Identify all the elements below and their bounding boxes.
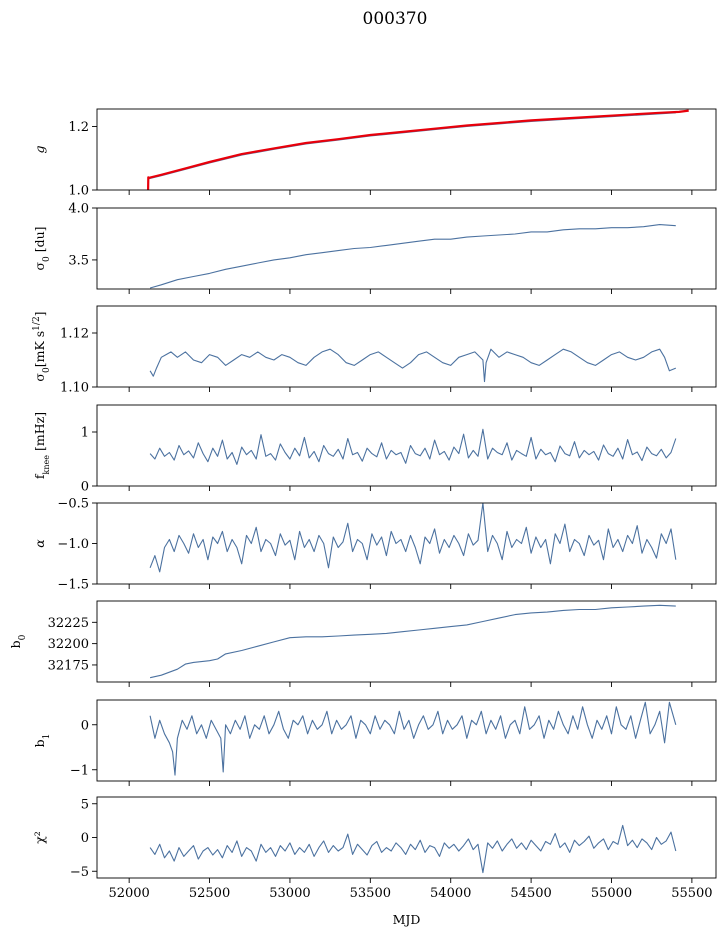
b0-ylabel: b0 bbox=[8, 634, 28, 648]
b0-series-blue-line bbox=[149, 604, 676, 679]
panel-sigma0-mk: 1.10 1.12 σ0[mK s1/2] bbox=[32, 305, 717, 396]
b1-ylabel: b1 bbox=[32, 734, 52, 748]
alpha-ytick-label: −1.5 bbox=[57, 578, 89, 593]
panel-b0: 32175 32200 32225 b0 bbox=[8, 600, 717, 687]
gain-ytick-label: 1.2 bbox=[68, 120, 89, 135]
sigma0-du-ylabel: σ0 [du] bbox=[32, 226, 52, 270]
panel-chi2: −5 0 5 52000 52500 53000 53500 54000 54500 55000 5… bbox=[32, 796, 717, 927]
b0-axes-frame bbox=[96, 600, 717, 683]
sigma0-mk-ytick-label: 1.10 bbox=[60, 381, 89, 396]
chi2-xtick-label: 54500 bbox=[510, 886, 551, 901]
alpha-axes-frame bbox=[96, 502, 717, 585]
chi2-xtick-label: 53500 bbox=[350, 886, 391, 901]
b0-ytick-label: 32175 bbox=[48, 658, 89, 673]
sigma0-mk-axes-frame bbox=[96, 305, 717, 388]
chi2-ylabel: χ² bbox=[32, 831, 47, 844]
gain-series-red-line bbox=[147, 109, 689, 190]
chi2-xtick-label: 52000 bbox=[108, 886, 149, 901]
sigma0-mk-ylabel: σ0[mK s1/2] bbox=[32, 311, 52, 381]
sigma0-mk-ytick-label: 1.12 bbox=[60, 327, 89, 342]
gain-axes-frame bbox=[96, 108, 717, 191]
gain-ylabel: g bbox=[32, 145, 47, 153]
panel-fknee: 0 1 fknee [mHz] bbox=[32, 404, 717, 495]
alpha-ytick-label: −0.5 bbox=[57, 497, 89, 512]
b1-ytick-label: 0 bbox=[81, 718, 89, 733]
chi2-xtick-label: 52500 bbox=[189, 886, 230, 901]
fknee-axes-frame bbox=[96, 404, 717, 487]
b0-ytick-label: 32200 bbox=[48, 637, 89, 652]
gain-ytick-label: 1.0 bbox=[68, 184, 89, 199]
fknee-ytick-label: 1 bbox=[81, 426, 89, 441]
panel-gain: 1.0 1.2 g bbox=[32, 108, 717, 199]
chi2-ytick-label: 5 bbox=[81, 797, 89, 812]
chi2-axes-frame bbox=[96, 796, 717, 879]
alpha-series-blue-line bbox=[149, 503, 677, 573]
panels: 1.0 1.2 g 3.5 4.0 σ0 [du] 1.10 1.12 σ0[mK s1/2] 0… bbox=[8, 108, 717, 927]
b1-axes-frame bbox=[96, 699, 717, 782]
chi2-xtick-label: 53000 bbox=[269, 886, 310, 901]
sigma0-du-ytick-label: 4.0 bbox=[68, 202, 89, 217]
panel-b1: −1 0 b1 bbox=[32, 699, 717, 786]
alpha-ylabel: α bbox=[32, 539, 47, 548]
b0-ytick-label: 32225 bbox=[48, 616, 89, 631]
figure-title: 000370 bbox=[363, 9, 428, 29]
sigma0-du-axes-frame bbox=[96, 207, 717, 290]
gain-series-blue-line bbox=[148, 112, 676, 180]
chi2-xtick-label: 55000 bbox=[591, 886, 632, 901]
b1-ytick-label: −1 bbox=[70, 763, 89, 778]
alpha-ytick-label: −1.0 bbox=[57, 537, 89, 552]
chi2-ytick-label: 0 bbox=[81, 831, 89, 846]
x-axis-label: MJD bbox=[393, 912, 421, 927]
fknee-ytick-label: 0 bbox=[81, 480, 89, 495]
fknee-series-blue-line bbox=[149, 428, 677, 465]
chi2-series-blue-line bbox=[149, 824, 677, 874]
sigma0-du-ytick-label: 3.5 bbox=[68, 253, 89, 268]
chi2-xtick-label: 54000 bbox=[430, 886, 471, 901]
panel-alpha: −1.5 −1.0 −0.5 α bbox=[32, 497, 717, 593]
fknee-ylabel: fknee [mHz] bbox=[32, 412, 51, 479]
sigma0-du-series-blue-line bbox=[149, 224, 676, 289]
b1-series-blue-line bbox=[149, 701, 677, 776]
sigma0-mk-series-blue-line bbox=[149, 348, 677, 383]
panel-sigma0-du: 3.5 4.0 σ0 [du] bbox=[32, 202, 717, 294]
chi2-xtick-label: 55500 bbox=[671, 886, 712, 901]
chi2-ytick-label: −5 bbox=[70, 865, 89, 880]
